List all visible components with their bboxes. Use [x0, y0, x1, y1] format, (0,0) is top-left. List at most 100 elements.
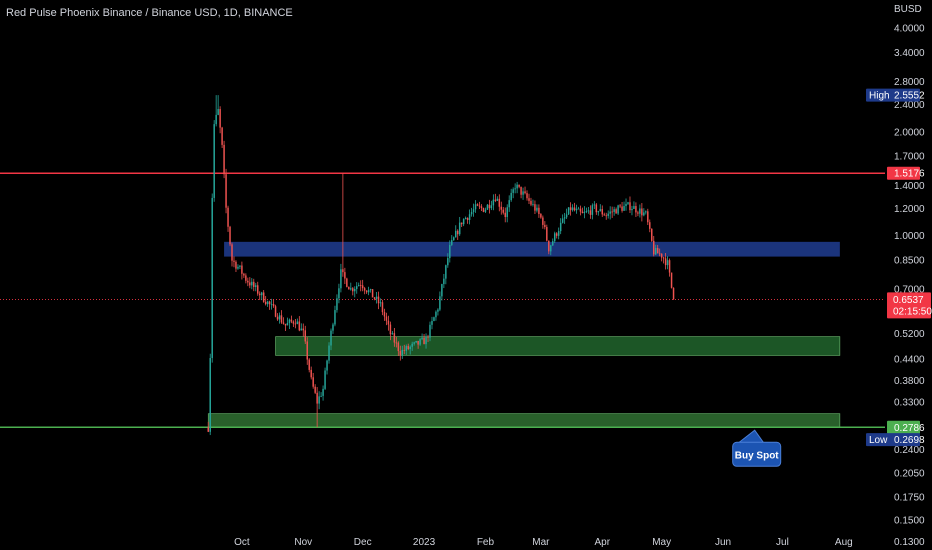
candle-body: [272, 304, 275, 307]
candle: [555, 232, 558, 239]
candle: [274, 304, 277, 318]
candle: [292, 320, 295, 327]
candle: [375, 292, 378, 304]
candle-body: [637, 212, 639, 214]
candle-body: [324, 370, 326, 389]
x-tick-label: Jun: [715, 537, 731, 548]
candle: [468, 209, 471, 225]
candle: [314, 384, 316, 395]
candle: [258, 291, 261, 300]
candle: [629, 196, 631, 214]
candle-body: [288, 319, 291, 324]
low-tag-value: 0.2698: [894, 435, 925, 446]
candle-body: [474, 204, 477, 210]
candle: [435, 310, 437, 321]
candle: [506, 204, 508, 223]
candle: [447, 253, 449, 268]
candle: [231, 242, 233, 267]
candle: [466, 217, 469, 224]
candle-body: [571, 207, 574, 211]
candle-body: [300, 328, 303, 331]
candle-body: [666, 260, 669, 266]
candle: [621, 202, 623, 213]
candle-body: [555, 233, 558, 236]
candle-body: [361, 285, 364, 289]
candle-body: [354, 288, 356, 292]
candle-body: [670, 272, 673, 288]
candle-body: [296, 321, 299, 325]
candle: [367, 286, 370, 296]
candle-body: [245, 275, 247, 281]
candle-body: [668, 260, 671, 273]
y-tick-label: 2.8000: [894, 77, 925, 88]
candle-body: [253, 281, 255, 287]
candle: [599, 204, 602, 212]
candle-body: [538, 207, 540, 215]
candle: [340, 263, 342, 293]
candle: [363, 286, 366, 295]
y-tick-label: 0.8500: [894, 256, 925, 267]
candle-body: [567, 207, 570, 215]
candle-body: [282, 322, 285, 324]
candle: [649, 219, 651, 233]
candle: [484, 207, 487, 214]
candle-body: [451, 240, 453, 245]
candle-body: [595, 204, 598, 213]
candle-body: [357, 285, 360, 287]
candle-body: [348, 286, 350, 290]
candle-body: [215, 114, 217, 125]
candle: [579, 205, 582, 216]
candle: [225, 168, 227, 214]
candle: [530, 197, 532, 207]
candle-body: [502, 209, 505, 213]
candle-body: [391, 333, 394, 335]
support-badge-bg: [887, 420, 920, 434]
candle: [354, 286, 356, 298]
candle: [597, 210, 600, 216]
candle-body: [302, 328, 305, 331]
candle-body: [397, 342, 400, 352]
candle-body: [611, 211, 613, 213]
candle-body: [312, 377, 314, 387]
candle-body: [280, 315, 283, 323]
candle: [565, 208, 568, 220]
candle: [498, 194, 501, 212]
candle: [407, 343, 409, 351]
resistance-badge: 1.5176: [894, 169, 925, 180]
candle-body: [290, 319, 293, 322]
candle-body: [553, 233, 556, 242]
candle-body: [223, 144, 225, 175]
candle: [286, 317, 289, 326]
candle: [478, 201, 481, 209]
candle-body: [458, 222, 461, 235]
candle: [431, 316, 433, 330]
candle-body: [399, 351, 402, 356]
candle: [241, 261, 243, 280]
candle-body: [609, 211, 611, 214]
candle-body: [435, 311, 437, 318]
y-tick-label: 0.1750: [894, 492, 925, 503]
candle: [266, 300, 269, 307]
candle: [207, 421, 209, 433]
candle-body: [504, 212, 506, 218]
candle-body: [530, 200, 532, 205]
candle: [651, 228, 653, 242]
candle: [346, 277, 348, 288]
candle-body: [363, 288, 366, 291]
candle-body: [369, 289, 372, 291]
candle-body: [652, 240, 655, 255]
candle: [270, 298, 273, 310]
candle-body: [298, 321, 301, 331]
candle: [656, 244, 659, 254]
x-tick-label: Oct: [234, 537, 250, 548]
candle: [251, 278, 253, 290]
candle: [639, 204, 641, 218]
candle-body: [514, 188, 516, 190]
candle-body: [520, 186, 522, 195]
candle-body: [258, 293, 261, 296]
candle: [510, 188, 512, 202]
candle-body: [462, 219, 465, 225]
candle-body: [344, 272, 346, 279]
candle: [326, 359, 328, 375]
